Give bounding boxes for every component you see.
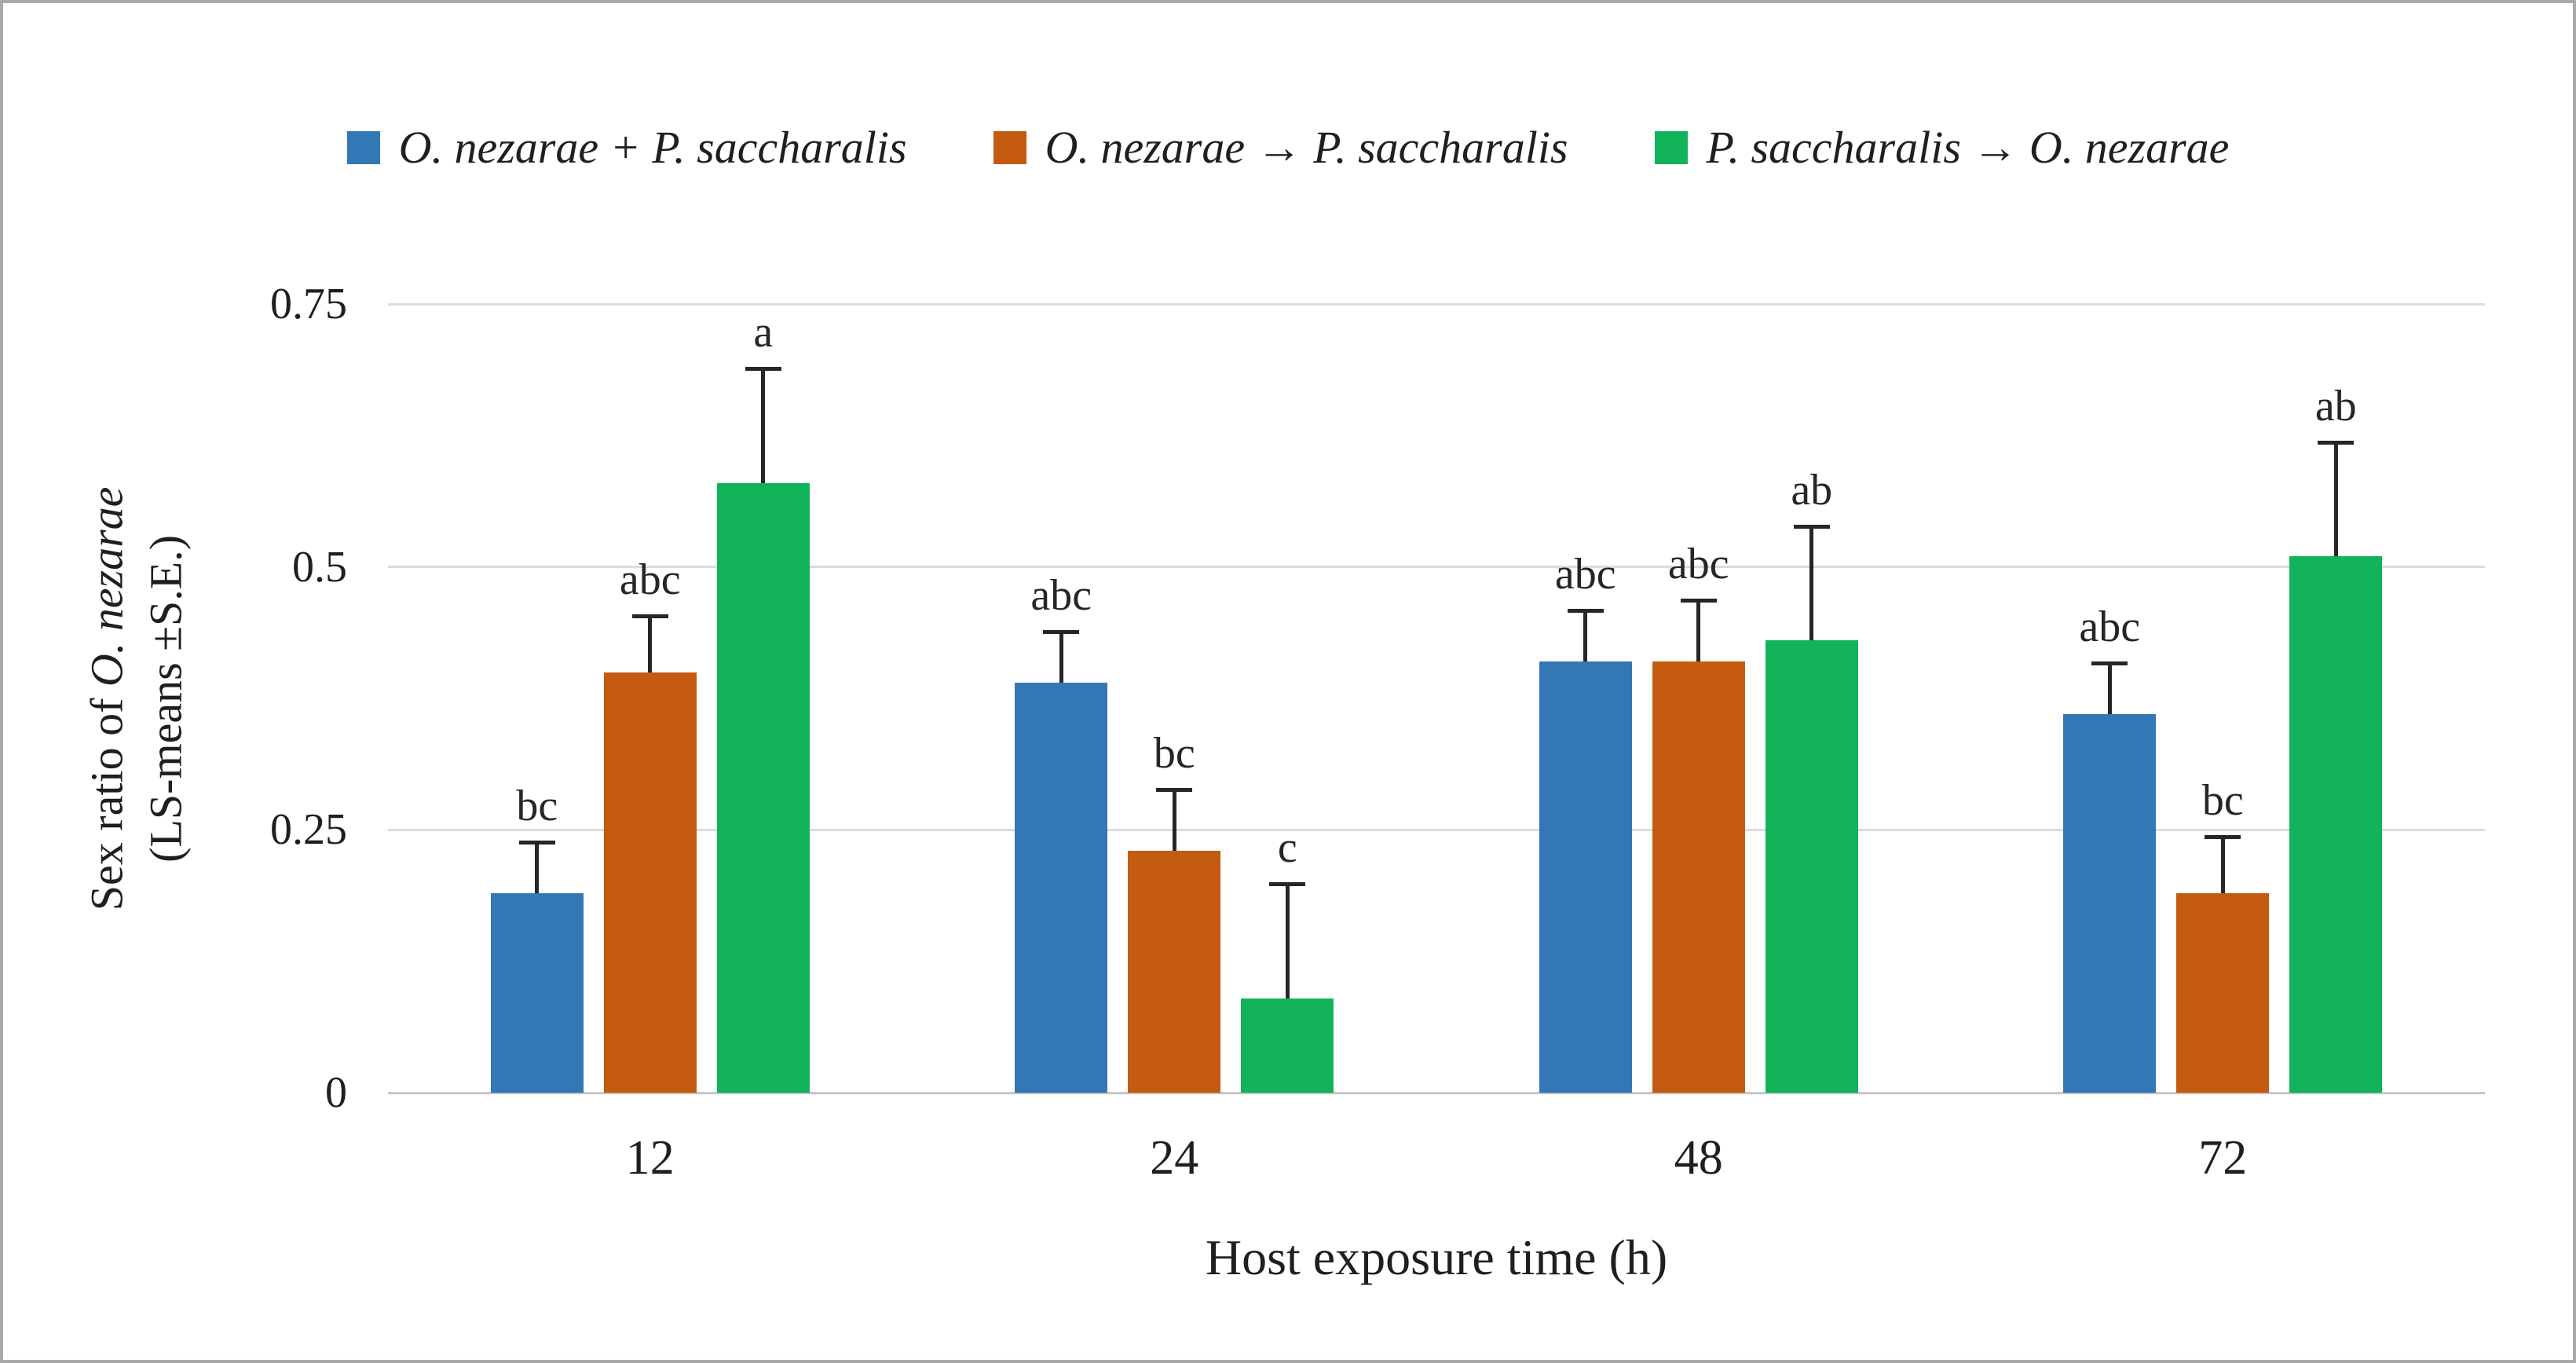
y-axis-tick-labels: 0 0.25 0.5 0.75 — [3, 280, 347, 1117]
error-bar-cap — [2318, 441, 2355, 445]
error-bar-cap — [518, 840, 555, 845]
x-axis-title: Host exposure time (h) — [1205, 1229, 1668, 1285]
x-tick-label: 12 — [625, 1131, 675, 1185]
legend-item-psaccharalis-first: P. saccharalis → O. nezarae — [1654, 121, 2230, 174]
gridline-0.25 — [388, 828, 2485, 831]
chart-legend: O. nezarae + P. saccharalis O. nezarae →… — [3, 121, 2573, 174]
bar-72h-series-3 — [2289, 556, 2383, 1093]
bar-72h-series-1 — [2063, 714, 2157, 1093]
significance-label: abc — [1030, 571, 1092, 620]
bar-12h-series-1 — [490, 892, 584, 1093]
bar-24h-series-3 — [1241, 998, 1334, 1093]
error-bar-cap — [1043, 630, 1080, 634]
error-bar-cap — [2091, 661, 2128, 666]
error-bar — [2333, 441, 2338, 557]
bar-12h-series-2 — [603, 672, 697, 1093]
bar-72h-series-2 — [2176, 892, 2270, 1093]
legend-item-onezarae-first: O. nezarae → P. saccharalis — [993, 121, 1568, 174]
y-tick-label: 0 — [325, 1068, 347, 1117]
error-bar-cap — [1680, 598, 1717, 603]
error-bar — [648, 614, 653, 672]
significance-label: abc — [619, 555, 681, 604]
y-tick-label: 0.75 — [270, 280, 347, 328]
plot-area: bc abc a 12 abc bc c 24 abc abc ab 48 abc bc ab 72 — [388, 302, 2485, 1185]
legend-label: O. nezarae + P. saccharalis — [398, 122, 907, 173]
bar-24h-series-1 — [1015, 682, 1108, 1093]
error-bar-cap — [631, 614, 668, 618]
legend-item-simultaneous: O. nezarae + P. saccharalis — [346, 121, 907, 174]
error-bar — [761, 367, 766, 483]
significance-label: ab — [1791, 466, 1833, 515]
error-bar — [2220, 835, 2225, 893]
gridline-0.5 — [388, 566, 2485, 569]
error-bar — [1809, 525, 1814, 641]
legend-swatch-blue-icon — [346, 130, 380, 164]
significance-label: abc — [1667, 539, 1729, 588]
legend-swatch-green-icon — [1654, 130, 1688, 164]
error-bar-cap — [1567, 609, 1604, 614]
bar-48h-series-2 — [1652, 661, 1745, 1093]
significance-label: c — [1277, 823, 1297, 873]
error-bar-cap — [1156, 787, 1193, 792]
error-bar-cap — [1793, 525, 1830, 529]
bar-12h-series-3 — [716, 482, 810, 1093]
legend-label: P. saccharalis → O. nezarae — [1706, 122, 2230, 173]
gridline-0.75 — [388, 302, 2485, 306]
significance-label: bc — [516, 781, 558, 830]
bar-48h-series-3 — [1765, 640, 1858, 1093]
bar-48h-series-1 — [1539, 661, 1632, 1093]
error-bar-cap — [745, 367, 781, 372]
error-bar — [1285, 882, 1290, 998]
x-tick-label: 48 — [1674, 1131, 1723, 1185]
x-tick-label: 24 — [1150, 1131, 1199, 1185]
significance-label: ab — [2314, 382, 2357, 431]
error-bar — [1583, 609, 1588, 662]
legend-swatch-orange-icon — [993, 130, 1026, 164]
y-tick-label: 0.5 — [292, 542, 347, 592]
x-axis-line — [388, 1091, 2485, 1094]
error-bar — [1059, 630, 1063, 683]
error-bar-cap — [1269, 882, 1306, 887]
significance-label: a — [753, 308, 774, 357]
error-bar — [1172, 787, 1176, 852]
error-bar — [2107, 661, 2112, 715]
bar-24h-series-2 — [1128, 851, 1221, 1093]
error-bar — [1696, 598, 1701, 662]
significance-label: abc — [1554, 550, 1616, 599]
error-bar — [535, 840, 540, 893]
significance-label: bc — [1153, 728, 1195, 778]
legend-label: O. nezarae → P. saccharalis — [1045, 122, 1568, 173]
error-bar-cap — [2205, 835, 2241, 840]
y-tick-label: 0.25 — [270, 805, 347, 855]
significance-label: bc — [2201, 776, 2244, 826]
significance-label: abc — [2079, 603, 2141, 652]
x-tick-label: 72 — [2198, 1131, 2248, 1185]
